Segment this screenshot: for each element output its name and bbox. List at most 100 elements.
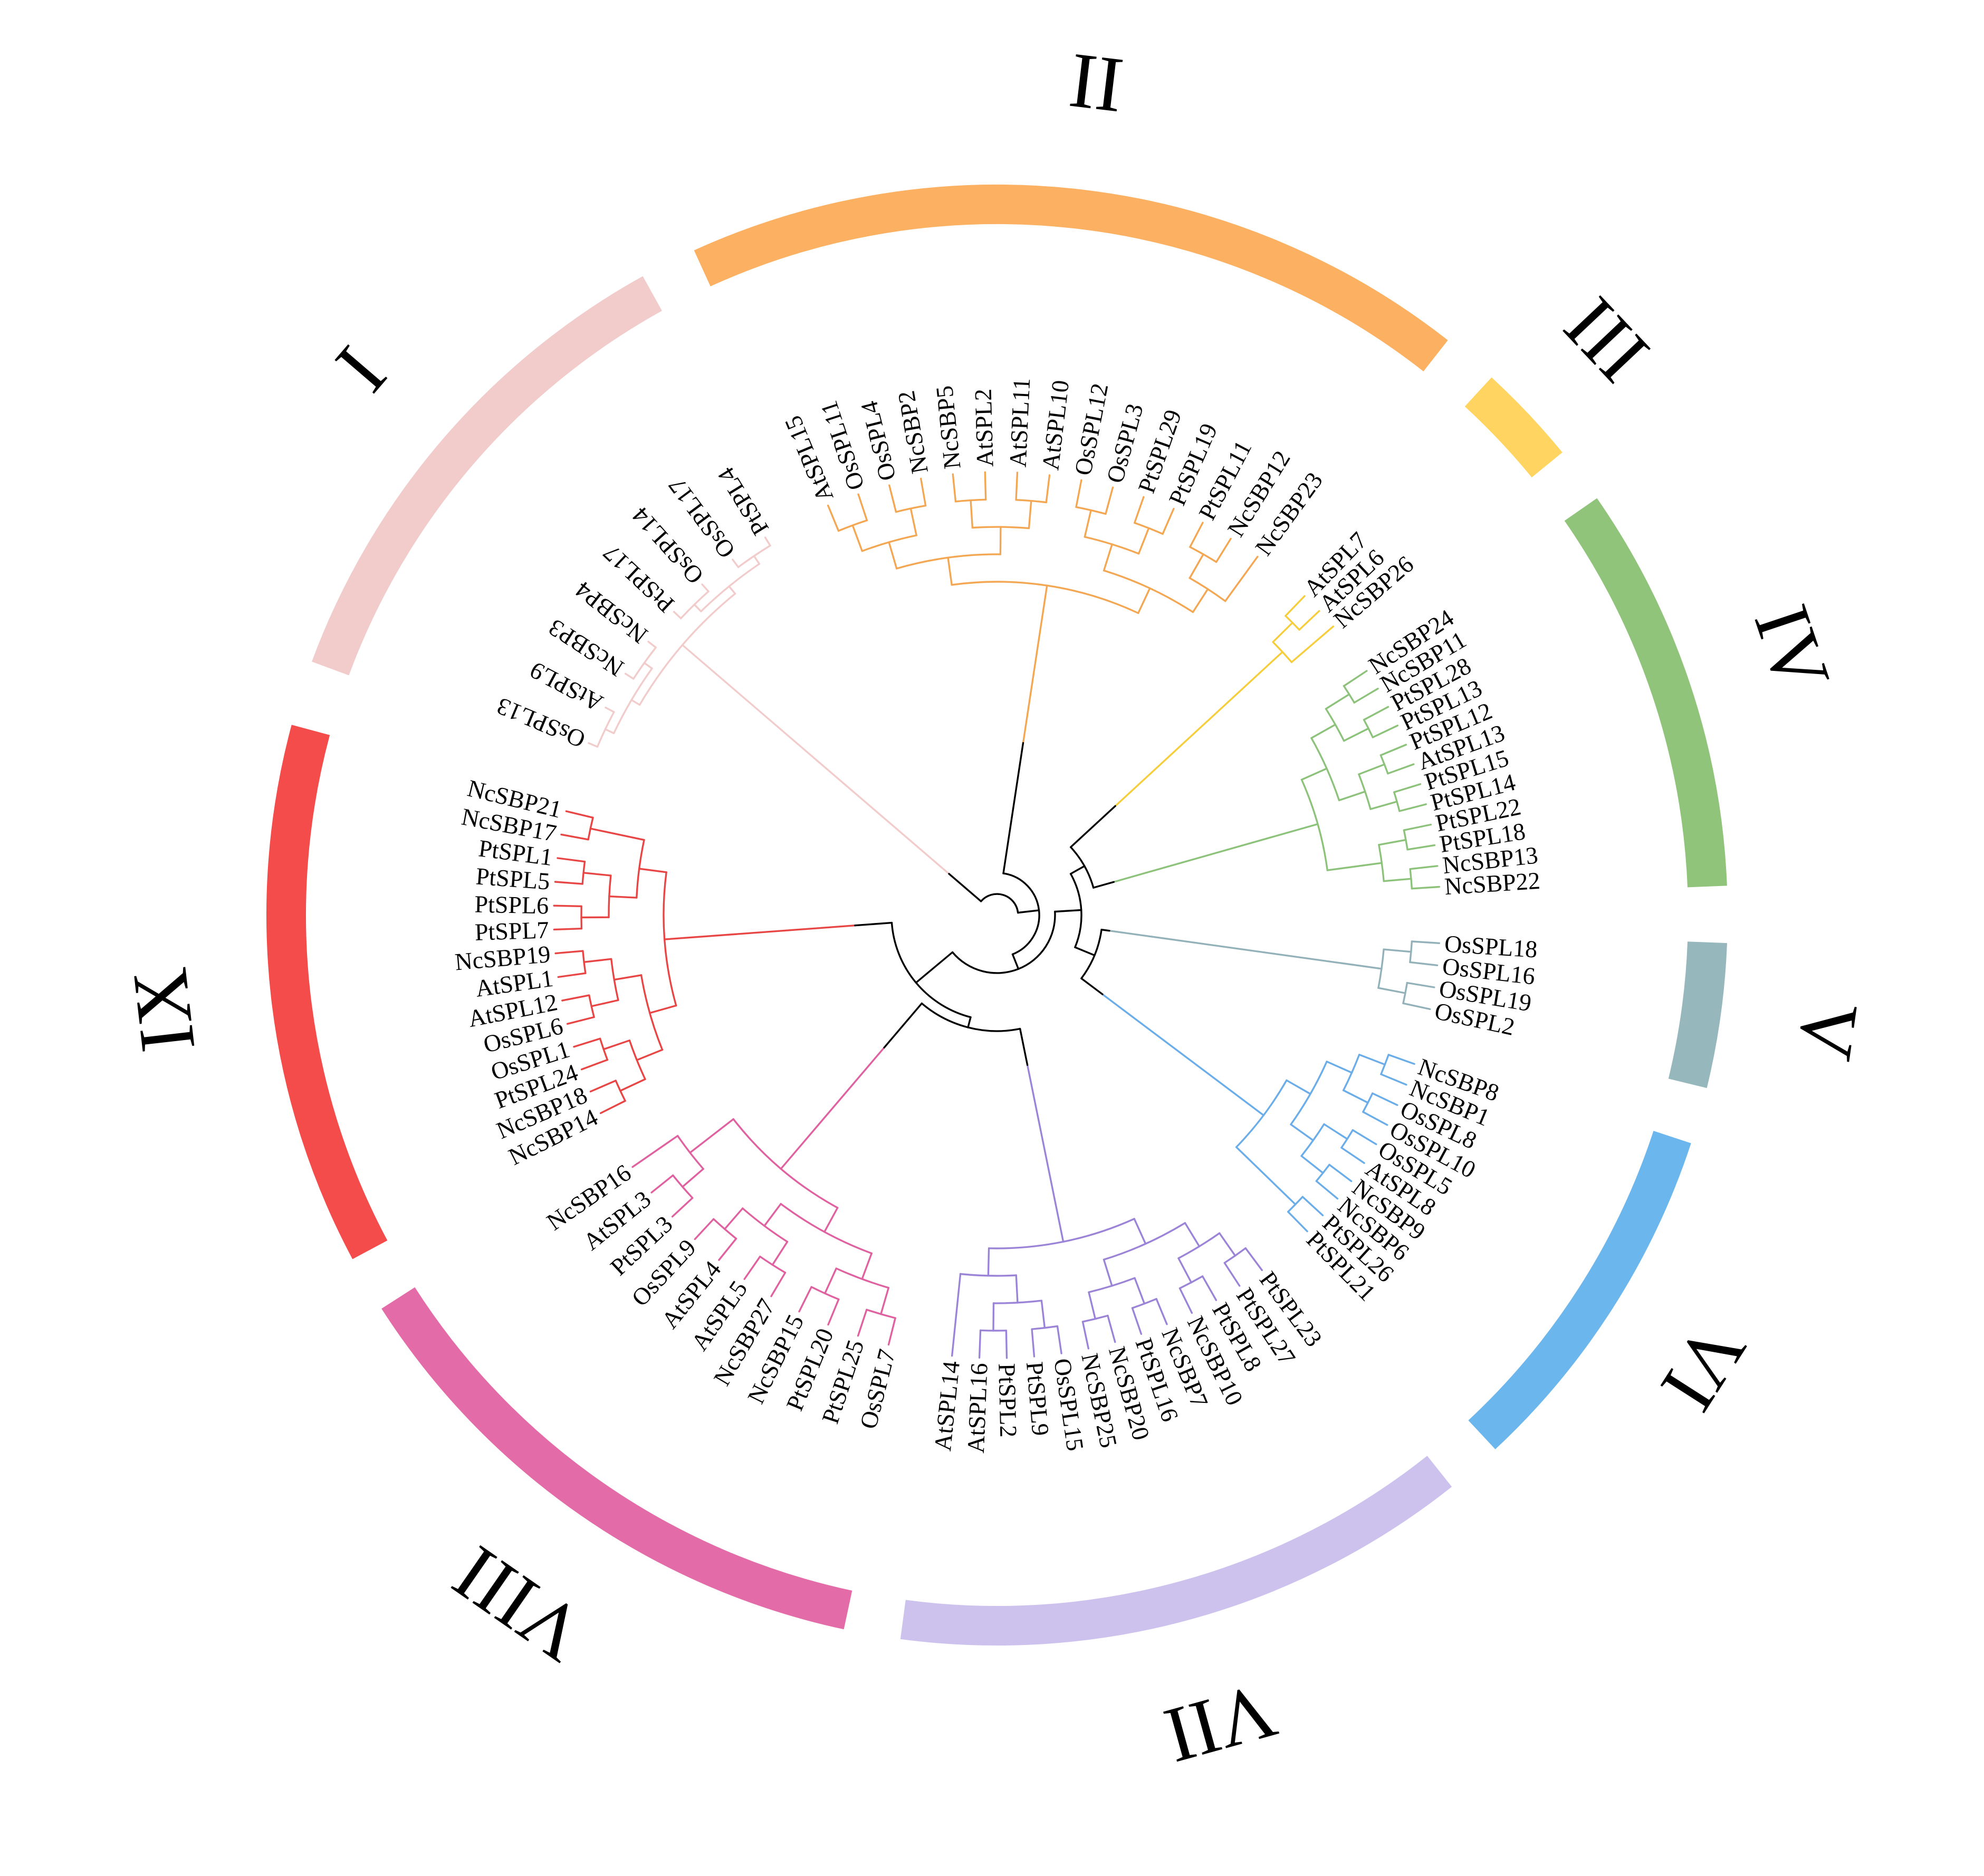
leaf-label-ptspl5: PtSPL5 (475, 862, 551, 894)
branch-clade-iv (1326, 862, 1383, 871)
backbone-branch (1002, 872, 1040, 956)
branch-clade-iii (1290, 626, 1334, 663)
branch-clade-iv (1363, 706, 1389, 721)
ring-clade-viii (381, 1287, 852, 1630)
backbone-branch (1017, 909, 1040, 914)
leaf-label-atspl11: AtSPL11 (1004, 377, 1036, 468)
branch-clade-ix (561, 994, 590, 1002)
backbone-branch (948, 873, 982, 902)
leaf-label-ncsbp5: NcSBP5 (931, 384, 966, 470)
leaf-label-osspl18: OsSPL18 (1444, 930, 1538, 963)
branch-clade-ii (1015, 472, 1019, 501)
leaf-label-ptspl6: PtSPL6 (474, 891, 549, 919)
stem-clade-vi (1101, 993, 1264, 1117)
branch-clade-iv (1378, 839, 1407, 846)
branch-clade-vii (1178, 1287, 1193, 1314)
branch-clade-ii (1103, 543, 1113, 572)
backbone-branch (1070, 805, 1116, 848)
branch-clade-iv (1310, 724, 1336, 739)
branch-clade-viii (631, 1134, 679, 1168)
branch-clade-i (647, 640, 657, 649)
stem-clade-ii (1022, 584, 1048, 744)
branch-clade-i (701, 583, 710, 593)
branch-clade-ii (1215, 537, 1232, 563)
branch-clade-vi (1343, 1089, 1369, 1104)
branch-clade-iv (1372, 725, 1398, 738)
branch-clade-i (753, 555, 761, 565)
ring-clade-iv (1564, 498, 1727, 888)
branch-clade-ix (590, 999, 619, 1007)
branch-clade-ii (1028, 500, 1032, 530)
leaf-label-ptspl7: PtSPL7 (474, 916, 549, 946)
branch-clade-ii (1075, 479, 1082, 508)
branch-clade-vi (1328, 1163, 1353, 1182)
branch-clade-vi (1290, 1123, 1314, 1141)
branch-clade-vi (1301, 1196, 1324, 1217)
branch-clade-iv (1398, 803, 1427, 812)
branch-clade-iv (1379, 744, 1407, 756)
branch-clade-i (732, 559, 740, 569)
branch-clade-iii (1298, 610, 1320, 631)
branch-clade-ii (1137, 587, 1151, 614)
branch-clade-ii (909, 507, 917, 536)
branch-clade-i (764, 536, 771, 547)
branch-clade-vii (992, 1302, 995, 1332)
clade-label-ix: IX (116, 964, 212, 1056)
branch-clade-ii (857, 493, 868, 522)
branch-clade-vii (1088, 1291, 1096, 1320)
branch-clade-v (1377, 987, 1406, 994)
branch-clade-ii (1162, 507, 1175, 535)
branch-clade-ii (888, 541, 898, 570)
branch-clade-vii (1155, 1298, 1168, 1325)
backbone-branch (1002, 742, 1024, 874)
backbone-branch (1054, 909, 1082, 913)
branch-clade-iv (1353, 688, 1379, 704)
branch-clade-ix (557, 857, 586, 863)
leaf-label-ncsbp22: NcSBP22 (1444, 867, 1541, 900)
branch-clade-v (1406, 982, 1435, 988)
leaf-label-ptspl9: PtSPL9 (1021, 1361, 1055, 1437)
branch-clade-ii (1105, 486, 1114, 515)
branch-clade-ii (1192, 588, 1209, 613)
branch-clade-vii (1133, 1218, 1147, 1245)
branch-clade-vi (1352, 1129, 1377, 1146)
branch-clade-ii (999, 526, 1002, 555)
stem-clade-iii (1114, 651, 1283, 807)
branch-clade-vi (1372, 1092, 1398, 1106)
branch-clade-vii (1177, 1257, 1192, 1284)
clade-rings (266, 184, 1727, 1646)
branch-clade-vii (1223, 1262, 1241, 1287)
branch-clade-ii (1189, 553, 1204, 579)
branch-clade-ix (554, 881, 583, 885)
branch-clade-ii (1189, 522, 1204, 548)
branch-clade-vii (951, 1273, 962, 1357)
branch-clade-iv (1409, 865, 1439, 870)
branch-clade-iv (1358, 763, 1386, 775)
branch-clade-ix (589, 828, 645, 841)
branch-clade-vi (1326, 1061, 1353, 1074)
branch-clade-viii (718, 1237, 737, 1261)
leaf-label-atspl14: AtSPL14 (929, 1360, 965, 1452)
backbone-branch (1100, 929, 1110, 932)
branch-clade-ii (952, 473, 957, 503)
leaf-label-atspl10: AtSPL10 (1037, 379, 1074, 472)
branch-clade-i (693, 603, 702, 612)
branch-clade-viii (770, 1272, 787, 1297)
ring-clade-i (312, 276, 662, 676)
branch-clade-ix (580, 1059, 609, 1071)
branch-clade-ii (851, 524, 863, 552)
branch-clade-iv (1403, 823, 1432, 831)
branch-clade-ix (636, 1048, 664, 1061)
branch-clade-i (604, 728, 615, 734)
branch-clade-vi (1287, 1210, 1308, 1233)
branch-clade-ix (602, 1040, 631, 1051)
branch-clade-iv (1393, 783, 1422, 793)
branch-clade-viii (861, 1252, 873, 1280)
leaf-labels: OsSPL13AtSPL9NcSBP3NcSBP4PtSPL17OsSPL14O… (454, 377, 1541, 1454)
branch-clade-i (630, 699, 641, 706)
stem-clade-iv (1113, 823, 1319, 883)
branch-clade-vii (1031, 1328, 1036, 1358)
clade-label-i: I (319, 330, 402, 407)
branch-clade-vii (1103, 1258, 1113, 1287)
